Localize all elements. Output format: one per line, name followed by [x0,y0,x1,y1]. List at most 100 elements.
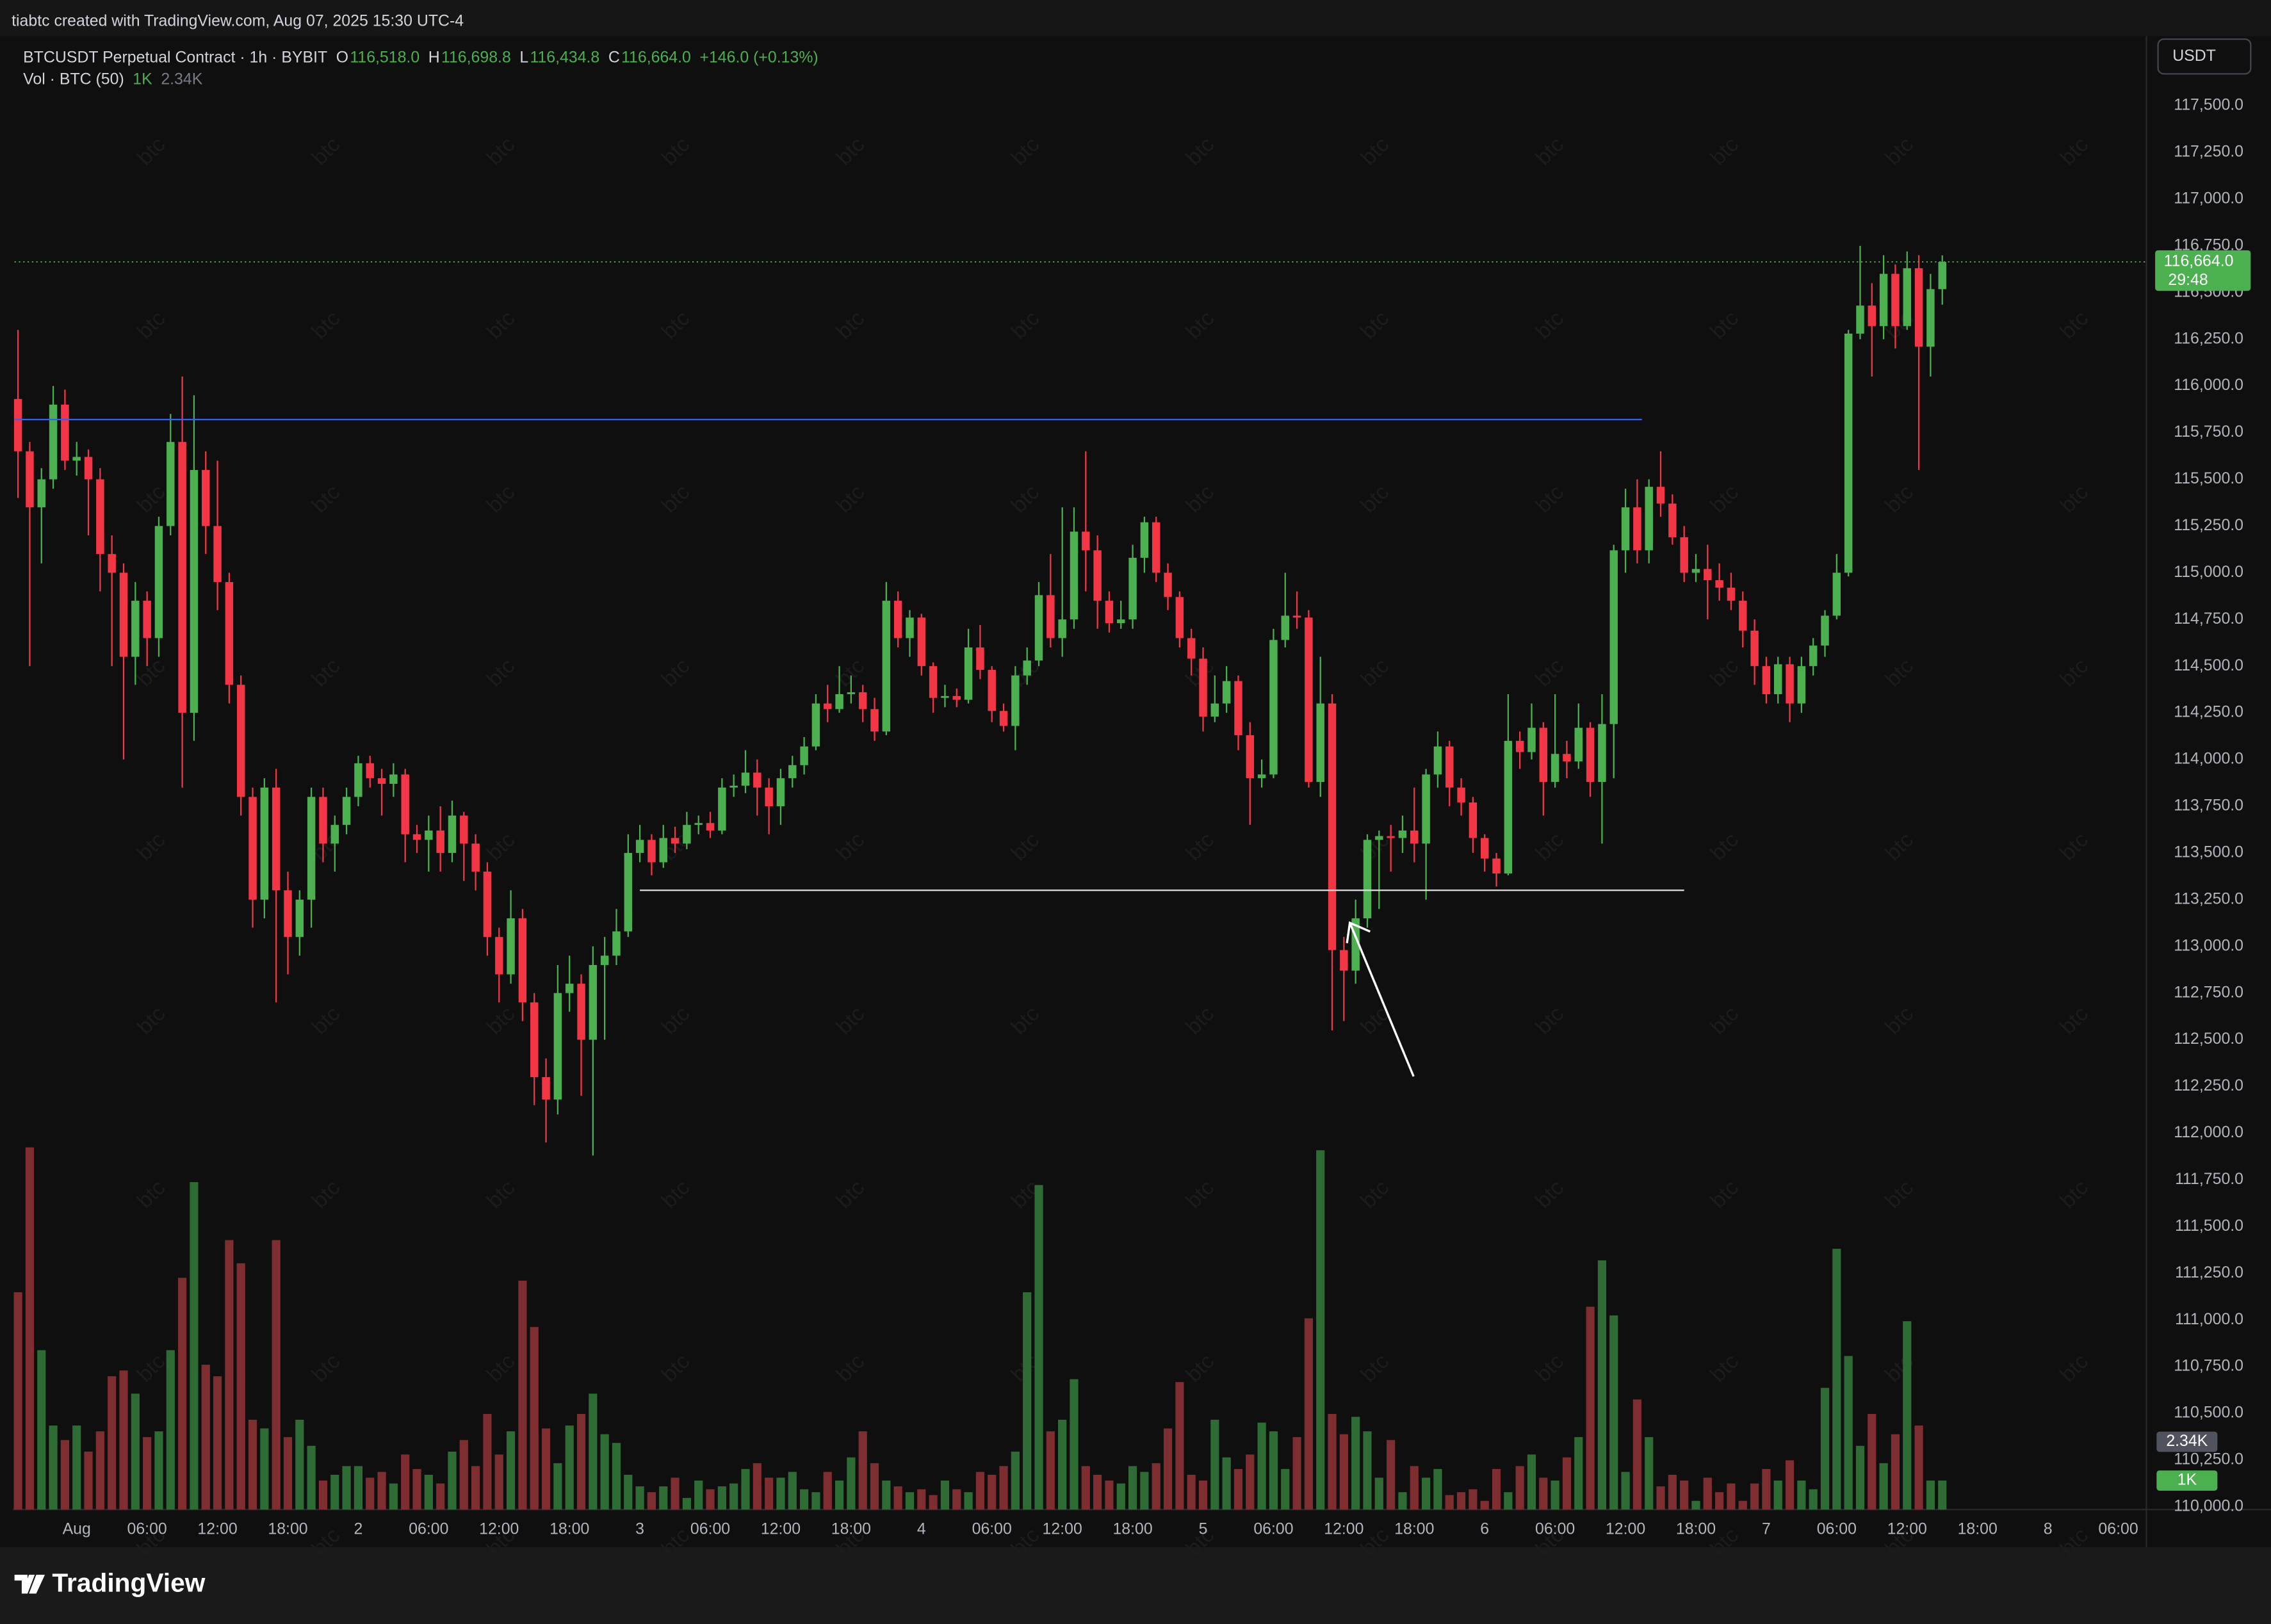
x-tick-label: 06:00 [690,1520,730,1538]
candle-body [624,852,633,932]
countdown: 29:48 [2168,271,2208,289]
candle-body [988,670,996,711]
candle-body [436,830,444,853]
volume-bar [858,1431,867,1510]
price-label-box [2155,250,2251,291]
candle-body [589,964,598,1040]
volume-bar [1539,1477,1548,1510]
volume-bar [811,1492,820,1510]
volume-bar [1609,1315,1618,1510]
candle-body [213,526,222,582]
candle-body [1480,838,1489,859]
x-tick-label: 12:00 [1324,1520,1363,1538]
volume-bar [1363,1431,1372,1510]
candle-body [1070,532,1079,620]
volume-bar [1844,1356,1853,1510]
candle-body [295,899,304,938]
volume-bar [37,1350,46,1510]
ohlc-key: O [336,48,348,66]
candle-body [870,709,879,732]
candle-body [1515,740,1524,752]
volume-bar [1879,1463,1888,1510]
volume-bar [1257,1422,1266,1510]
candle-body [847,692,856,694]
volume-bar [260,1428,269,1510]
candle-body [1363,840,1372,919]
y-tick-label: 111,750.0 [2175,1170,2243,1188]
candle-body [1774,664,1782,694]
candle-body [1175,597,1184,638]
ohlc-value: 116,434.8 [530,48,599,66]
arrow [1349,922,1415,1077]
candle-body [13,399,22,451]
x-tick-label: 12:00 [479,1520,519,1538]
y-tick-label: 114,500.0 [2174,656,2243,674]
candle-body [1433,746,1442,775]
candle-body [143,601,151,638]
volume-bar [905,1492,915,1510]
candle-body [882,601,891,732]
y-tick-label: 111,000.0 [2175,1310,2243,1328]
candle-body [1316,703,1324,783]
arrow-head [1346,921,1371,943]
volume-bar [999,1466,1008,1510]
volume-bar [272,1240,281,1510]
candle-body [1445,746,1454,788]
candle-body [1891,273,1900,327]
volume-bar [424,1474,433,1510]
volume-bar [1034,1185,1043,1510]
candle-body [507,918,515,975]
candle-body [1551,754,1559,783]
volume-bar [60,1440,69,1510]
indicator: Vol · BTC (50) [23,70,124,88]
candle-body [1680,537,1688,573]
candle-body [1739,601,1747,631]
y-tick-label: 114,750.0 [2174,610,2243,628]
candle-body [1469,802,1477,838]
volume-marker-box [2156,1431,2218,1452]
volume-bar [834,1481,844,1510]
candle-body [1668,503,1677,537]
x-tick-label: 18:00 [831,1520,871,1538]
volume-bar [1128,1466,1137,1510]
candle-body [1786,664,1794,704]
volume-bar [729,1483,738,1510]
change: +146.0 (+0.13%) [699,48,818,66]
candle-body [272,787,281,891]
y-tick-label: 112,250.0 [2174,1076,2243,1094]
x-tick-label: 18:00 [1112,1520,1152,1538]
volume-bar [1351,1417,1360,1510]
volume-bar [236,1263,245,1510]
candle-body [319,797,327,844]
volume-bar [1738,1500,1747,1510]
volume-bar [1926,1481,1935,1510]
candle-body [1398,830,1407,838]
candle-body [1903,268,1911,327]
y-tick-label: 115,000.0 [2174,563,2243,581]
candle-body [377,778,386,784]
candle-body [1527,727,1536,752]
candle-body [929,666,938,698]
volume-bar [576,1413,586,1510]
candle-body [26,451,34,508]
candle-body [1234,681,1242,736]
currency[interactable]: USDT [2172,47,2216,65]
volume-bar [1433,1468,1442,1510]
candle-body [1246,735,1255,779]
volume-bar [1456,1492,1466,1510]
candle-body [1926,289,1935,347]
candle-body [330,825,339,844]
x-tick-label: 06:00 [409,1520,448,1538]
volume-bar [952,1489,961,1510]
volume-bar [541,1428,551,1510]
candle-body [1046,595,1055,638]
candle-body [1034,595,1043,661]
candle-body [835,694,843,710]
volume-bar [1187,1474,1196,1510]
candle-body [753,772,761,788]
currency-button[interactable] [2157,38,2252,75]
volume-bar [1938,1481,1947,1510]
candle-body [354,763,362,797]
volume-bar [1820,1388,1830,1510]
